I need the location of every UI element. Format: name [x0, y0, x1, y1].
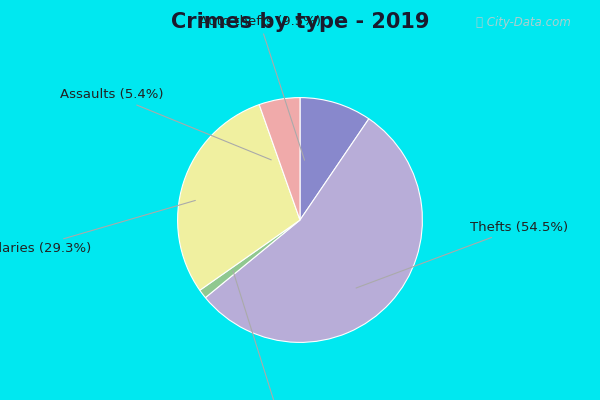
- Wedge shape: [300, 98, 369, 220]
- Wedge shape: [259, 98, 300, 220]
- Text: Crimes by type - 2019: Crimes by type - 2019: [171, 12, 429, 32]
- Text: ⓘ City-Data.com: ⓘ City-Data.com: [476, 16, 571, 28]
- Text: Auto thefts (9.5%): Auto thefts (9.5%): [199, 16, 320, 160]
- Wedge shape: [178, 104, 300, 290]
- Text: Rapes (1.2%): Rapes (1.2%): [233, 271, 330, 400]
- Text: Assaults (5.4%): Assaults (5.4%): [60, 88, 271, 160]
- Wedge shape: [205, 119, 422, 342]
- Text: Burglaries (29.3%): Burglaries (29.3%): [0, 200, 196, 255]
- Wedge shape: [200, 220, 300, 298]
- Text: Thefts (54.5%): Thefts (54.5%): [356, 221, 568, 288]
